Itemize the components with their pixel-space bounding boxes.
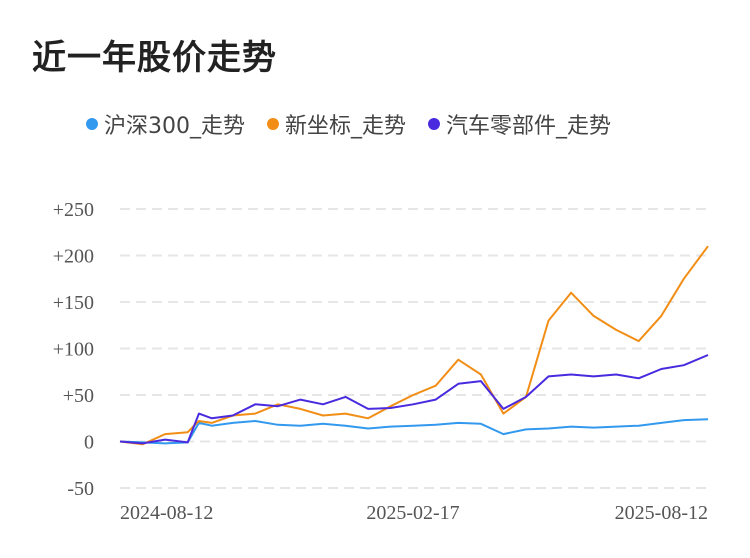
legend-item-qcljb[interactable]: 汽车零部件_走势 (428, 108, 611, 140)
x-axis-ticks: 2024-08-12 2025-02-17 2025-08-12 (120, 502, 708, 524)
legend: 沪深300_走势 新坐标_走势 汽车零部件_走势 (86, 108, 633, 140)
y-tick-label: +100 (53, 339, 94, 361)
x-tick-label: 2024-08-12 (120, 502, 213, 524)
y-tick-label: +150 (53, 292, 94, 314)
legend-dot-qcljb (428, 118, 441, 130)
x-tick-label: 2025-08-12 (615, 502, 708, 524)
series-lines (119, 245, 709, 446)
legend-label-hs300: 沪深300_走势 (104, 114, 245, 139)
y-tick-label: +50 (63, 385, 94, 407)
y-tick-label: 0 (84, 432, 94, 454)
series-line-hs300 (119, 418, 709, 445)
series-line-qcljb (119, 354, 709, 445)
y-axis-ticks: +250 +200 +150 +100 +50 0 -50 (53, 199, 94, 500)
y-tick-label: -50 (67, 478, 94, 500)
series-line-xzb (119, 245, 709, 446)
legend-dot-xzb (267, 118, 279, 130)
y-tick-label: +200 (53, 246, 94, 268)
chart-title: 近一年股价走势 (32, 38, 277, 78)
legend-label-qcljb: 汽车零部件_走势 (446, 114, 612, 139)
legend-item-hs300[interactable]: 沪深300_走势 (86, 108, 245, 140)
grid-lines (120, 208, 708, 489)
legend-label-xzb: 新坐标_走势 (285, 114, 407, 139)
y-tick-label: +250 (53, 199, 94, 221)
legend-item-xzb[interactable]: 新坐标_走势 (267, 108, 406, 140)
x-tick-label: 2025-02-17 (366, 502, 459, 524)
legend-dot-hs300 (86, 118, 98, 130)
